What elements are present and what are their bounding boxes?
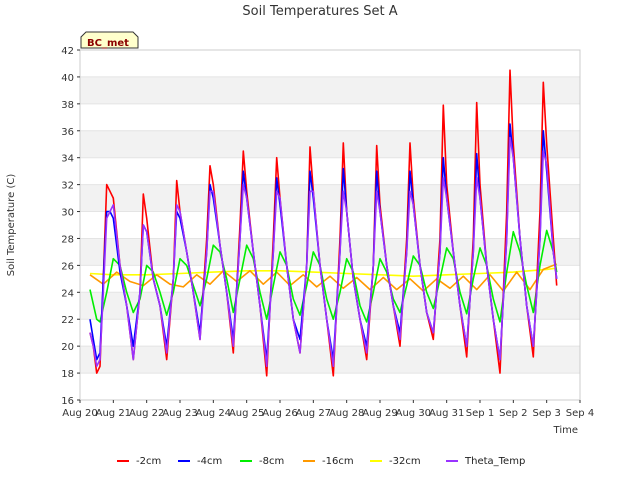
x-tick-label: Aug 24 bbox=[196, 408, 231, 419]
y-axis-label: Soil Temperature (C) bbox=[6, 174, 17, 277]
legend-label: -32cm bbox=[389, 456, 421, 467]
series-lines bbox=[89, 69, 558, 377]
chart-title: Soil Temperatures Set A bbox=[242, 4, 397, 19]
series-line-2cm bbox=[89, 69, 558, 377]
y-tick-label: 26 bbox=[61, 261, 74, 272]
badge-box bbox=[80, 31, 139, 49]
x-tick-label: Sep 1 bbox=[466, 408, 494, 419]
x-axis-label: Time bbox=[553, 425, 578, 436]
y-tick-label: 24 bbox=[61, 288, 74, 299]
badge-label: BC_met bbox=[87, 38, 129, 49]
x-tick-label: Aug 30 bbox=[396, 408, 431, 419]
x-tick-label: Aug 21 bbox=[96, 408, 131, 419]
y-tick-label: 42 bbox=[61, 46, 74, 57]
series-line-thetatemp bbox=[89, 136, 558, 368]
plot-frame bbox=[79, 49, 581, 401]
x-tick-label: Aug 25 bbox=[229, 408, 264, 419]
y-tick-label: 40 bbox=[61, 73, 74, 84]
background-bands bbox=[80, 76, 580, 374]
legend-label: Theta_Temp bbox=[464, 456, 525, 467]
y-tick-label: 34 bbox=[61, 154, 74, 165]
x-tick-label: Aug 29 bbox=[362, 408, 397, 419]
x-tick-label: Aug 20 bbox=[62, 408, 97, 419]
x-tick-label: Sep 3 bbox=[532, 408, 560, 419]
background-band bbox=[80, 184, 580, 212]
legend: -2cm -4cm -8cm -16cm -32cm Theta_Temp bbox=[117, 456, 525, 467]
legend-label: -2cm bbox=[136, 456, 161, 467]
y-tick-label: 16 bbox=[61, 396, 74, 407]
x-tick-label: Aug 26 bbox=[262, 408, 297, 419]
x-tick-label: Sep 2 bbox=[499, 408, 527, 419]
legend-label: -8cm bbox=[259, 456, 284, 467]
background-band bbox=[80, 292, 580, 320]
background-band bbox=[80, 238, 580, 266]
station-badge: BC_met bbox=[80, 31, 139, 49]
y-tick-label: 18 bbox=[61, 369, 74, 380]
y-tick-label: 22 bbox=[61, 315, 74, 326]
legend-label: -4cm bbox=[197, 456, 222, 467]
series-line-32cm bbox=[89, 267, 557, 277]
y-tick-label: 32 bbox=[61, 181, 74, 192]
background-band bbox=[80, 76, 580, 104]
y-tick-label: 38 bbox=[61, 100, 74, 111]
y-tick-label: 30 bbox=[61, 208, 74, 219]
y-tick-label: 28 bbox=[61, 234, 74, 245]
background-band bbox=[80, 130, 580, 158]
x-tick-label: Aug 22 bbox=[129, 408, 164, 419]
x-tick-label: Aug 27 bbox=[296, 408, 331, 419]
y-tick-label: 36 bbox=[61, 127, 74, 138]
x-tick-label: Sep 4 bbox=[566, 408, 594, 419]
x-tick-label: Aug 23 bbox=[162, 408, 197, 419]
grid-lines bbox=[80, 49, 580, 401]
series-line-8cm bbox=[89, 229, 558, 323]
y-axis-ticks: 16 18 20 22 24 26 28 30 32 34 36 38 40 42 bbox=[61, 46, 80, 407]
x-tick-label: Aug 28 bbox=[329, 408, 364, 419]
x-tick-label: Aug 31 bbox=[429, 408, 464, 419]
y-tick-label: 20 bbox=[61, 342, 74, 353]
legend-label: -16cm bbox=[322, 456, 354, 467]
